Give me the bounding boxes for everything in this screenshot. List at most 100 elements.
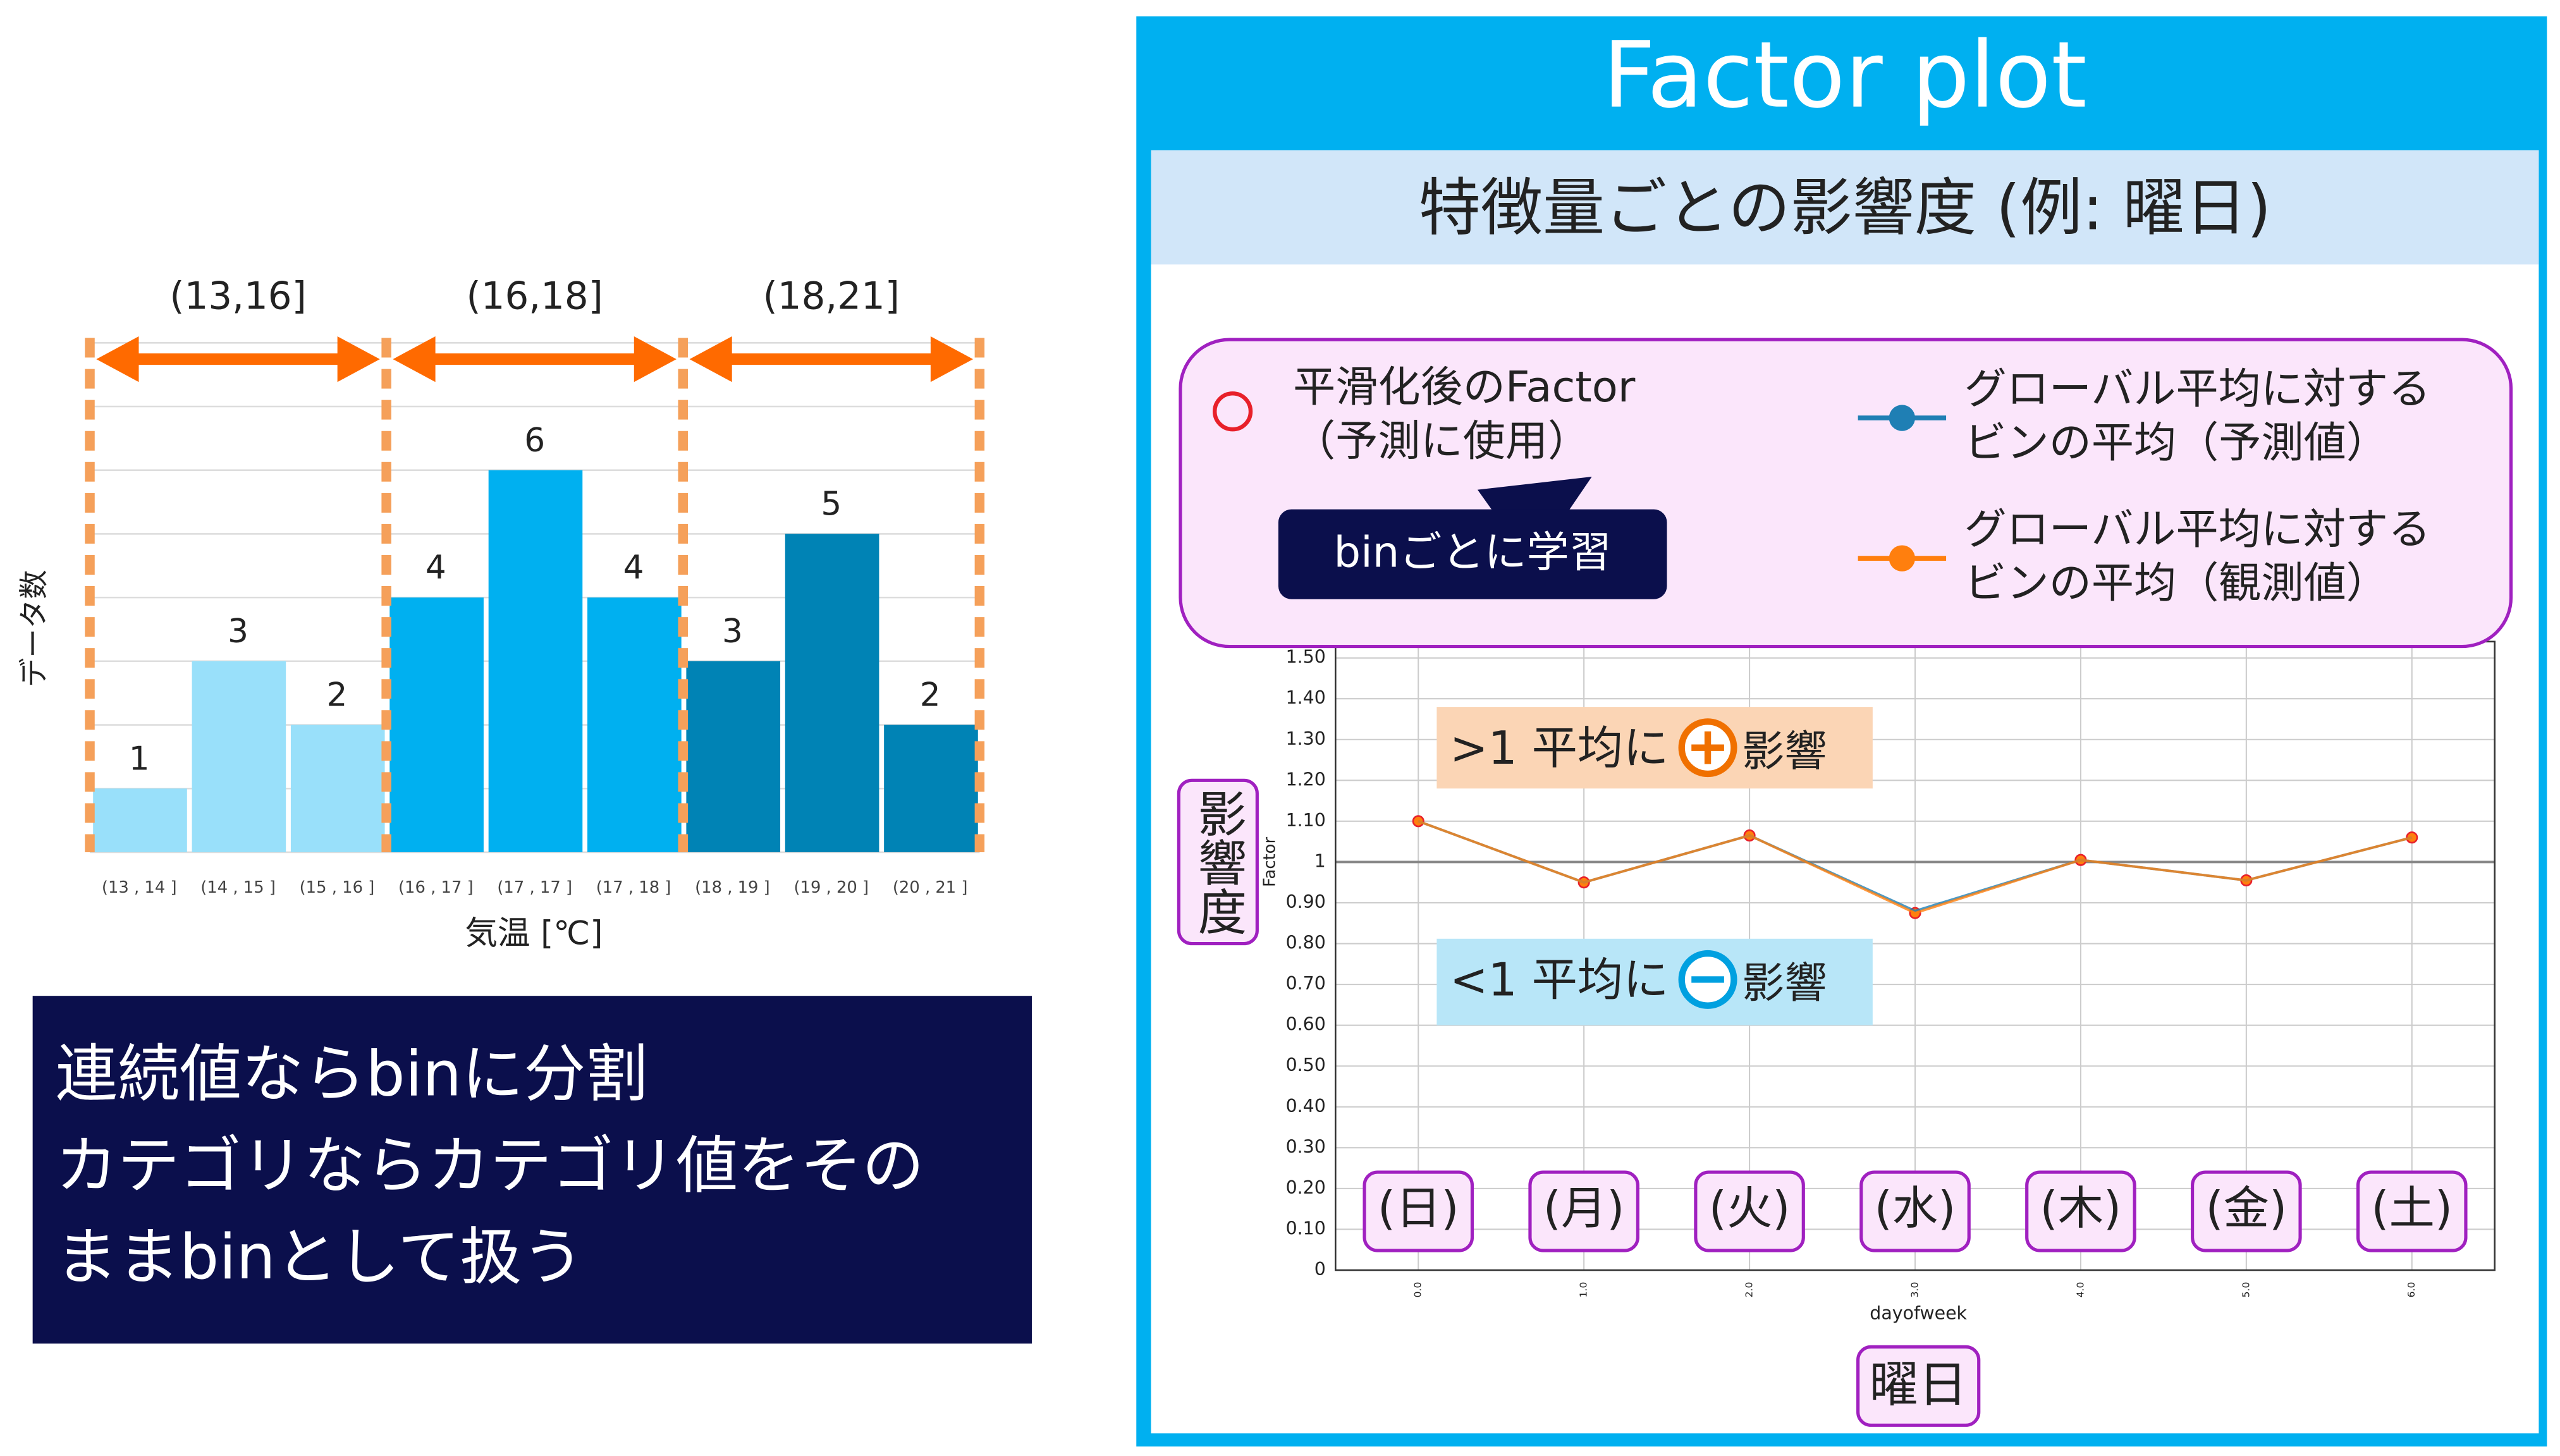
value-label: 4 [623,549,644,587]
x-tick-label: 3.0 [1909,1282,1921,1298]
y-tick-label: 0.30 [1286,1136,1326,1157]
plus-icon [1691,731,1724,764]
y-tick-label: 1.30 [1286,728,1326,749]
y-axis-label: データ数 [16,570,51,687]
day-box [1528,1170,1639,1252]
bar [785,534,879,852]
note-line: 連続値ならbinに分割 [55,1038,648,1110]
value-label: 4 [426,549,446,587]
value-label: 2 [327,676,348,714]
x-tick-label: 5.0 [2240,1282,2251,1298]
bubble-text: binごとに学習 [1333,528,1611,577]
y-tick-label: 1.20 [1286,769,1326,790]
x-tick-label: (14 , 15 ] [200,878,276,897]
bar [192,661,286,852]
legend-label: グローバル平均に対するビンの平均（予測値） [1964,365,2431,469]
y-tick-label: 1.50 [1286,647,1326,668]
day-label: (火) [1709,1182,1791,1235]
day-box [1694,1170,1805,1252]
caption-box [1177,778,1259,946]
value-label: 3 [228,613,248,651]
y-tick-label: 0.10 [1286,1218,1326,1239]
day-box [2025,1170,2136,1252]
y-tick-label: 0.50 [1286,1055,1326,1075]
caption-box [1856,1345,1981,1427]
group-label: (18,21] [763,275,900,319]
bar [389,597,484,852]
y-tick-label: 0.40 [1286,1096,1326,1116]
legend-marker [1212,391,1253,432]
y-tick-label: 0.60 [1286,1014,1326,1035]
y-tick-label: 1.10 [1286,810,1326,831]
legend-label: グローバル平均に対するビンの平均（観測値） [1964,506,2431,609]
y-axis-label: Factor [1261,837,1280,887]
value-label: 1 [129,740,150,778]
day-label: (水) [1875,1182,1956,1235]
x-tick-label: (17 , 17 ] [497,878,572,897]
x-tick-label: 2.0 [1744,1282,1755,1298]
factor-plot: 0 0.10 0.20 0.30 0.40 0.50 0.60 0.70 0.80 0.90 1 1.… [1261,640,2496,1324]
annotation-box [1436,938,1873,1025]
x-axis-label: dayofweek [1870,1303,1967,1324]
x-tick-label: (17 , 18 ] [596,878,671,897]
y-caption: 影響度 [1189,788,1246,935]
note: 連続値ならbinに分割カテゴリならカテゴリ値をそのままbinとして扱う [56,1029,970,1303]
legend-label: 平滑化後のFactor（予測に使用） [1293,364,1636,467]
day-box [1363,1170,1474,1252]
x-tick-label: (19 , 20 ] [793,878,869,897]
annotation-box [1436,707,1873,789]
value-label: 5 [821,486,842,523]
y-tick-label: 0.80 [1286,933,1326,953]
x-tick-label: (18 , 19 ] [695,878,770,897]
note-line: カテゴリならカテゴリ値をそのままbinとして扱う [55,1129,924,1294]
x-tick-label: 1.0 [1578,1282,1589,1298]
bar [488,470,583,852]
day-label: (日) [1378,1182,1459,1235]
y-tick-label: 1.40 [1286,687,1326,708]
value-label: 3 [722,613,743,651]
histogram: 1 (13 , 14 ] 3 (14 , 15 ] 2 (15 , 16 ] 4 (16 , … [16,275,985,953]
series-line [1418,820,2413,915]
bar [290,725,385,852]
panel-subtitle: 特徴量ごとの影響度 (例: 曜日) [1419,173,2271,245]
day-box [2191,1170,2302,1252]
day-label: (木) [2040,1182,2122,1235]
group-label: (13,16] [169,275,306,319]
x-caption: 曜日 [1870,1356,1968,1413]
subtitle-band [1151,150,2539,265]
y-tick-label: 0.70 [1286,973,1326,994]
y-tick-label: 1 [1314,850,1326,871]
annotation: >1 平均に [1450,722,1669,775]
annotation: 影響 [1742,958,1827,1008]
bar [93,788,187,852]
bubble-tail [1477,477,1592,513]
y-tick-label: 0.90 [1286,891,1326,912]
bar [884,725,978,852]
x-axis-label: 気温 [℃] [465,915,603,953]
value-label: 2 [920,676,941,714]
day-box [1859,1170,1971,1252]
x-tick-label: 4.0 [2074,1282,2086,1298]
legend-marker [1889,405,1916,431]
note-box [32,996,1032,1344]
day-label: (月) [1543,1182,1625,1235]
y-tick-label: 0 [1314,1259,1326,1280]
overlay: binごとに学習 >1 平均に 影響 <1 平均に 影響 影響度 曜日 (日) (… [1177,338,2513,1427]
panel-title: Factor plot [1603,23,2087,129]
annotation: <1 平均に [1450,954,1669,1007]
y-tick-label: 0.20 [1286,1177,1326,1198]
bar [686,661,781,852]
group-label: (16,18] [467,275,603,319]
x-tick-label: 6.0 [2406,1282,2417,1298]
value-label: 6 [524,422,545,460]
annotation: 影響 [1742,727,1827,776]
x-tick-label: (15 , 16 ] [300,878,375,897]
bubble [1278,509,1667,599]
x-tick-label: (13 , 14 ] [102,878,177,897]
point [1412,815,1424,828]
bar [587,597,682,852]
day-box [2356,1170,2468,1252]
